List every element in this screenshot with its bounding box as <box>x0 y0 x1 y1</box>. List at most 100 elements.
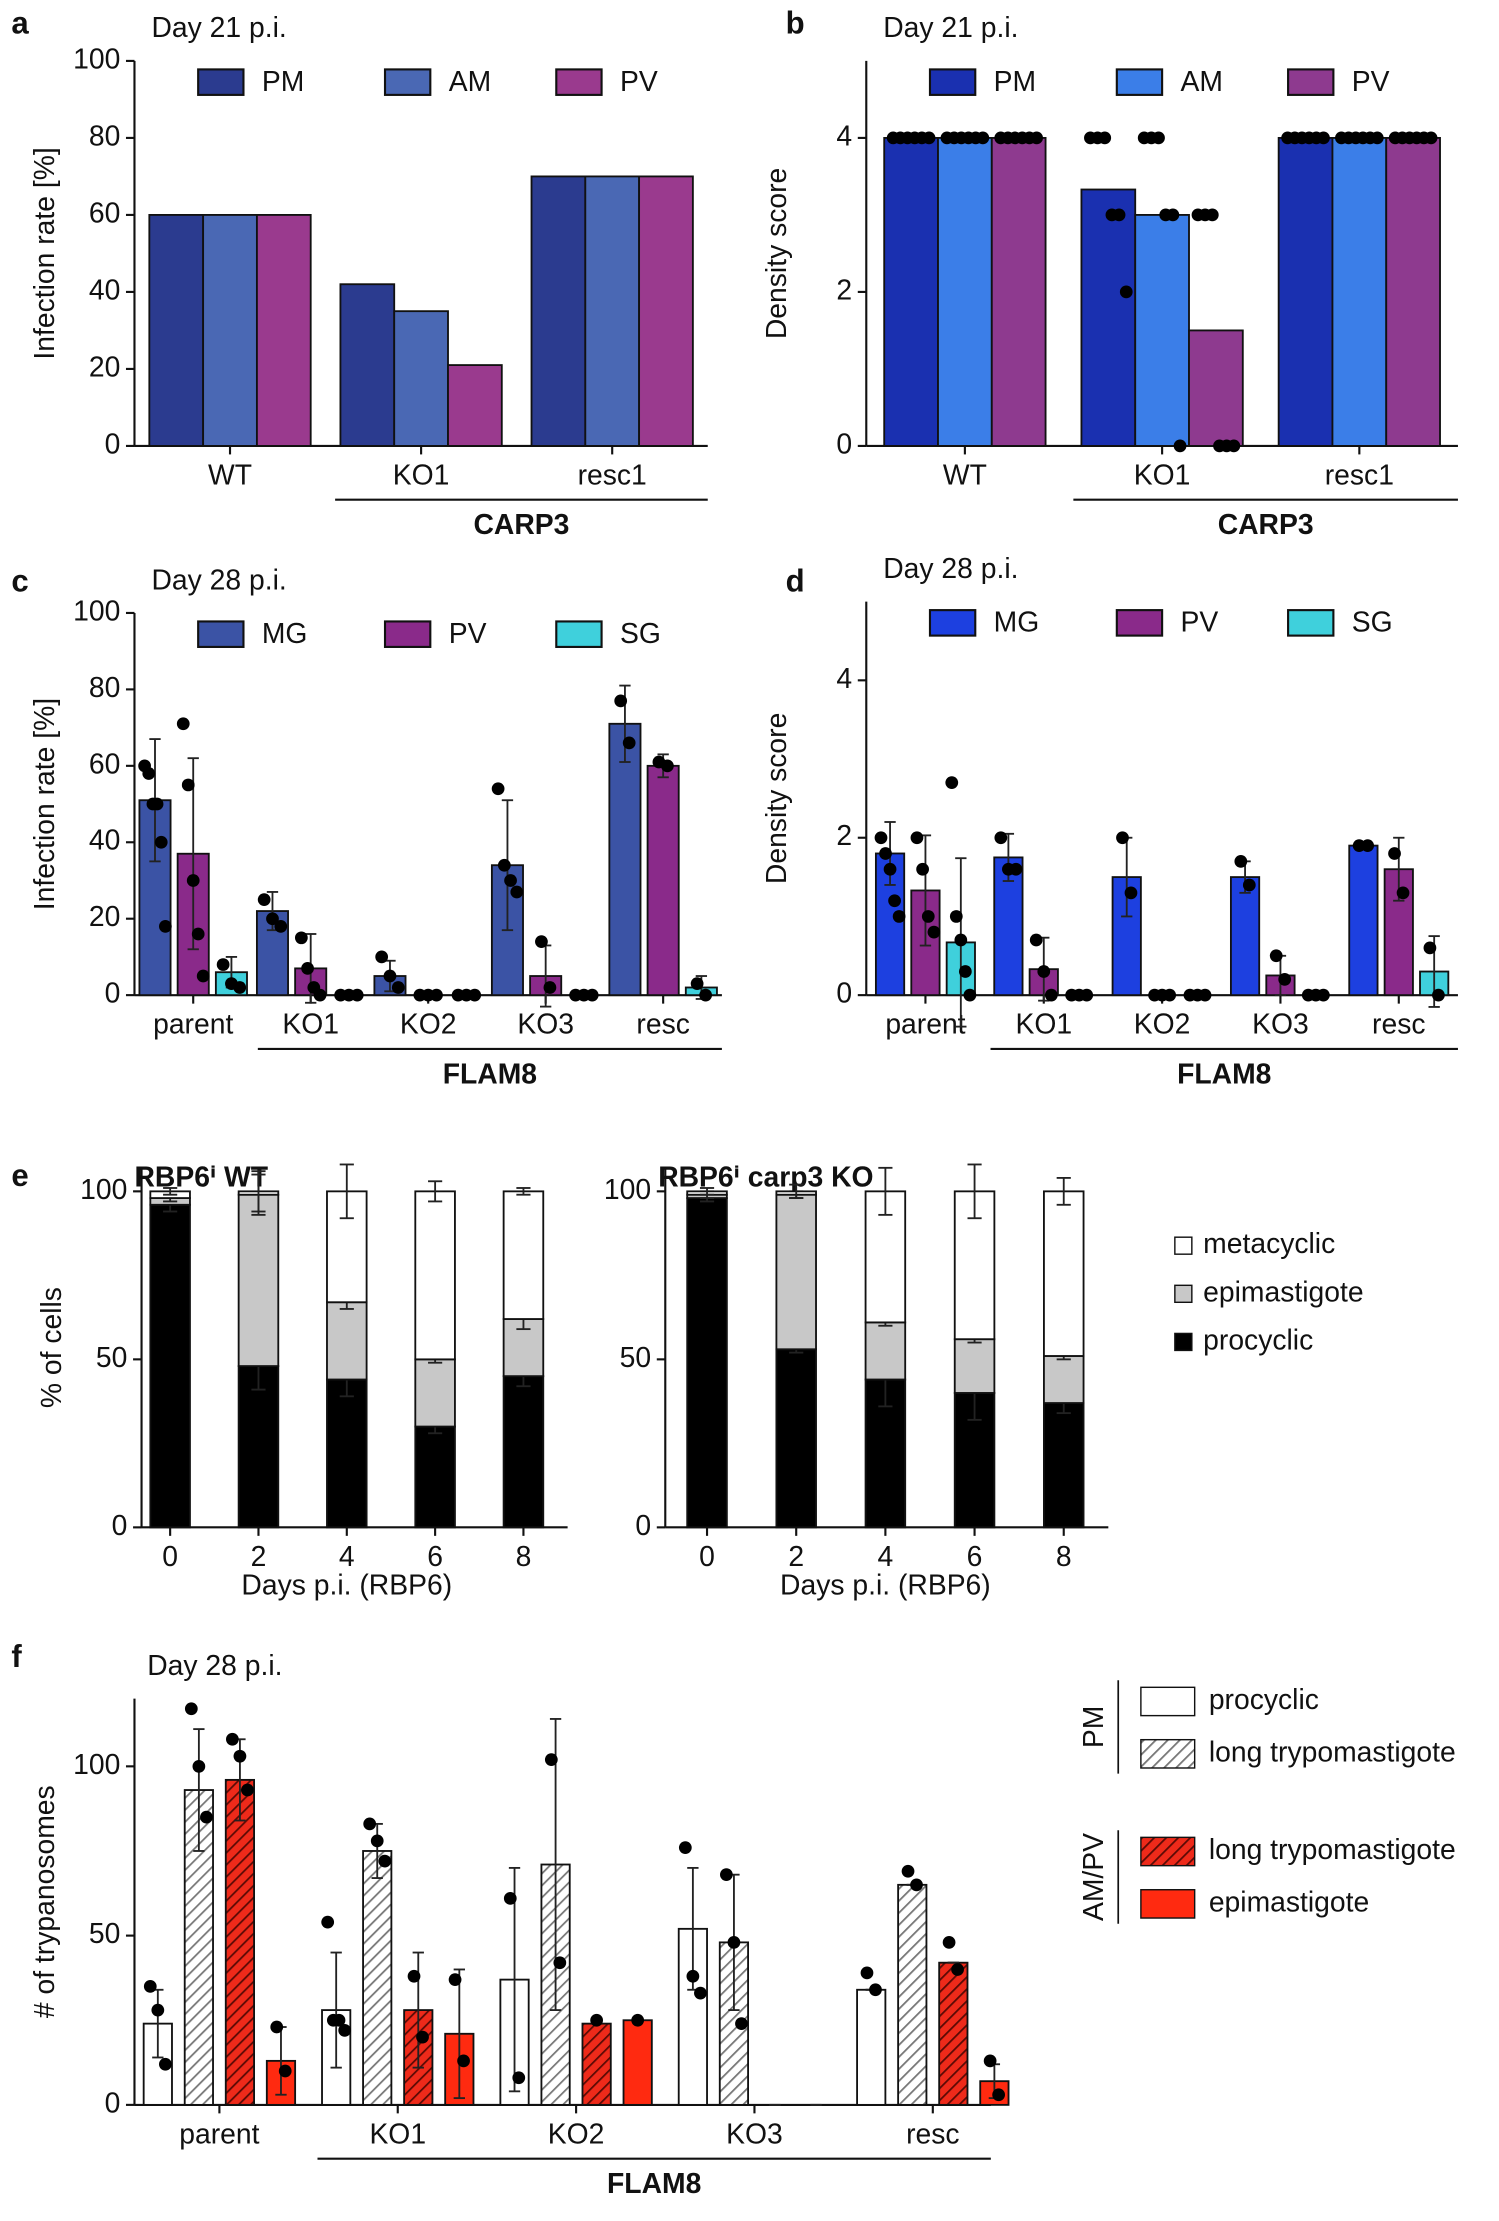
bar-segment <box>686 1197 728 1529</box>
bar <box>1134 214 1190 447</box>
legend-swatch <box>383 620 432 648</box>
legend-label: epimastigote <box>1203 1275 1363 1307</box>
bar <box>1331 136 1388 447</box>
data-point <box>457 2054 470 2068</box>
data-point <box>976 131 990 145</box>
data-point <box>274 919 288 933</box>
data-point <box>278 2064 292 2078</box>
y-tick-label: 20 <box>89 900 120 932</box>
data-point <box>363 1817 377 1831</box>
data-point <box>448 1973 462 1986</box>
data-point <box>727 1936 741 1949</box>
data-point <box>1112 208 1126 222</box>
data-point <box>1009 862 1023 876</box>
y-axis-label: Infection rate [%] <box>28 147 60 359</box>
data-point <box>544 1753 558 1766</box>
data-point <box>1029 933 1043 947</box>
bar <box>581 2022 612 2106</box>
bar-segment <box>326 1378 368 1529</box>
x-axis-label: Days p.i. (RBP6) <box>780 1568 991 1600</box>
data-point <box>407 1969 421 1983</box>
group-label: FLAM8 <box>607 2167 701 2199</box>
x-tick-label: 0 <box>699 1540 715 1572</box>
data-point <box>860 1966 874 1980</box>
chart-title: Day 28 p.i. <box>147 1649 282 1681</box>
legend-label: long trypomastigote <box>1209 1833 1456 1865</box>
data-point <box>1173 439 1187 453</box>
data-point <box>869 1983 882 1997</box>
bar-segment <box>149 1203 191 1529</box>
data-point <box>942 1936 956 1949</box>
bar <box>1385 136 1441 447</box>
x-tick-label: WT <box>208 459 252 491</box>
y-tick-label: 50 <box>89 1917 120 1949</box>
bar <box>202 214 258 447</box>
legend-label: PM <box>994 65 1036 97</box>
bar-segment <box>237 1365 280 1529</box>
bar <box>856 1988 887 2106</box>
bar <box>393 310 449 447</box>
bar <box>990 136 1047 447</box>
data-point <box>192 1759 206 1773</box>
y-tick-label: 40 <box>89 824 120 856</box>
legend-label: long trypomastigote <box>1209 1735 1456 1767</box>
y-tick-label: 80 <box>89 119 120 151</box>
legend-swatch <box>197 68 245 96</box>
data-point <box>1098 131 1112 145</box>
data-point <box>233 981 247 994</box>
data-point <box>910 1878 923 1892</box>
legend-label: epimastigote <box>1209 1885 1369 1917</box>
data-point <box>892 910 906 923</box>
legend-swatch <box>928 68 977 96</box>
legend-label: PV <box>1181 606 1219 638</box>
x-tick-label: KO2 <box>1134 1008 1191 1040</box>
data-point <box>963 988 977 1002</box>
bar <box>530 175 587 447</box>
group-label: CARP3 <box>473 508 569 540</box>
data-point <box>512 2071 526 2085</box>
data-point <box>370 1834 384 1848</box>
x-tick-label: 6 <box>967 1540 983 1572</box>
data-point <box>543 981 557 994</box>
panel-label: c <box>11 563 28 598</box>
group-label: FLAM8 <box>1177 1057 1271 1089</box>
bar-segment <box>414 1425 456 1529</box>
bar-segment <box>953 1338 996 1394</box>
data-point <box>159 919 172 933</box>
legend-swatch <box>1115 68 1164 96</box>
data-point <box>1166 208 1180 222</box>
bar-segment <box>237 1193 280 1367</box>
bar-segment <box>775 1193 817 1351</box>
bar <box>148 214 205 447</box>
bar <box>447 364 503 447</box>
legend-swatch <box>1174 1332 1193 1352</box>
bar <box>339 283 396 447</box>
bar <box>1277 136 1334 447</box>
x-tick-label: parent <box>885 1008 965 1040</box>
x-tick-label: 8 <box>516 1540 532 1572</box>
data-point <box>661 759 674 773</box>
data-point <box>1317 988 1330 1002</box>
legend-label: procyclic <box>1203 1323 1313 1355</box>
x-tick-label: 2 <box>251 1540 267 1572</box>
chart-title: RBP6ⁱ carp3 KO <box>658 1161 873 1193</box>
data-point <box>159 2057 172 2071</box>
legend-swatch <box>555 620 603 648</box>
data-point <box>200 1810 213 1824</box>
x-tick-label: KO1 <box>1015 1008 1072 1040</box>
data-point <box>142 767 156 780</box>
data-point <box>901 1864 915 1878</box>
data-point <box>266 912 279 926</box>
legend-swatch <box>1140 1738 1196 1769</box>
y-axis-label: # of trypanosomes <box>28 1785 60 2018</box>
bar <box>1229 876 1261 997</box>
data-point <box>992 2088 1005 2102</box>
data-point <box>1388 847 1401 860</box>
data-point <box>504 874 517 887</box>
bar-segment <box>864 1321 907 1381</box>
data-point <box>1080 988 1094 1002</box>
y-tick-label: 50 <box>96 1341 127 1373</box>
data-point <box>1198 988 1212 1002</box>
y-tick-label: 40 <box>89 273 120 305</box>
